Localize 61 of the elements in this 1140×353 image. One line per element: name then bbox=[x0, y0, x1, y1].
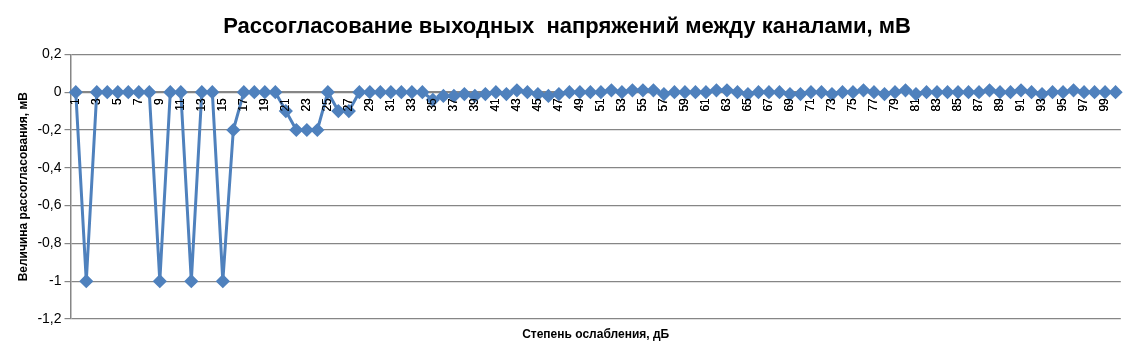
x-tick-label: 75 bbox=[845, 97, 860, 112]
x-axis-title: Степень ослабления, дБ bbox=[522, 327, 670, 342]
x-tick-label: 1 bbox=[68, 97, 83, 105]
x-tick-label: 23 bbox=[299, 97, 314, 112]
x-tick-label: 7 bbox=[131, 97, 146, 105]
x-tick-label: 83 bbox=[929, 97, 944, 112]
x-tick-label: 17 bbox=[236, 97, 251, 112]
x-tick-label: 29 bbox=[362, 97, 377, 112]
x-tick-label: 71 bbox=[803, 97, 818, 112]
x-tick-label: 5 bbox=[110, 97, 125, 105]
x-tick-label: 37 bbox=[446, 97, 461, 112]
x-tick-label: 99 bbox=[1097, 97, 1112, 112]
y-tick-label: -0,8 bbox=[37, 234, 62, 251]
x-tick-label: 61 bbox=[698, 97, 713, 112]
x-tick-label: 13 bbox=[194, 97, 209, 112]
x-tick-label: 79 bbox=[887, 97, 902, 112]
x-tick-label: 11 bbox=[173, 97, 188, 111]
x-tick-label: 91 bbox=[1013, 97, 1028, 112]
y-tick-label: -1 bbox=[49, 272, 62, 289]
y-axis-title: Величина рассогласования, мВ bbox=[15, 91, 30, 282]
x-tick-label: 21 bbox=[278, 97, 293, 112]
x-tick-label: 31 bbox=[383, 97, 398, 112]
y-tick-label: -0,6 bbox=[37, 196, 62, 213]
x-tick-label: 39 bbox=[467, 97, 482, 112]
y-tick-label: 0 bbox=[53, 83, 62, 100]
x-tick-label: 69 bbox=[782, 97, 797, 112]
x-tick-label: 43 bbox=[509, 97, 524, 112]
y-tick-label: -0,4 bbox=[37, 158, 62, 175]
x-tick-label: 55 bbox=[635, 97, 650, 112]
x-tick-label: 89 bbox=[992, 97, 1007, 112]
x-tick-label: 15 bbox=[215, 97, 230, 112]
x-tick-label: 81 bbox=[908, 97, 923, 112]
x-tick-label: 19 bbox=[257, 97, 272, 112]
x-tick-label: 27 bbox=[341, 97, 356, 112]
x-tick-label: 9 bbox=[152, 97, 167, 105]
x-tick-label: 85 bbox=[950, 97, 965, 112]
x-tick-label: 47 bbox=[551, 97, 566, 112]
x-tick-label: 87 bbox=[971, 97, 986, 112]
x-tick-label: 59 bbox=[677, 97, 692, 112]
x-tick-label: 97 bbox=[1076, 97, 1091, 112]
x-tick-label: 51 bbox=[593, 97, 608, 112]
x-tick-label: 77 bbox=[866, 97, 881, 112]
x-tick-label: 65 bbox=[740, 97, 755, 112]
x-tick-label: 35 bbox=[425, 97, 440, 112]
x-tick-label: 49 bbox=[572, 97, 587, 112]
x-tick-label: 53 bbox=[614, 97, 629, 112]
y-tick-label: -1,2 bbox=[37, 309, 62, 326]
x-tick-label: 41 bbox=[488, 97, 503, 112]
x-tick-label: 93 bbox=[1034, 97, 1049, 112]
y-tick-label: -0,2 bbox=[37, 120, 62, 137]
y-tick-label: 0,2 bbox=[42, 45, 62, 62]
x-tick-label: 67 bbox=[761, 97, 776, 112]
x-tick-label: 3 bbox=[89, 97, 104, 105]
chart-title: Рассогласование выходных напряжений между каналами, мВ bbox=[223, 13, 911, 39]
x-tick-label: 33 bbox=[404, 97, 419, 112]
x-tick-label: 45 bbox=[530, 97, 545, 112]
x-tick-label: 73 bbox=[824, 97, 839, 112]
x-tick-label: 25 bbox=[320, 97, 335, 112]
x-tick-label: 95 bbox=[1055, 97, 1070, 112]
x-tick-label: 63 bbox=[719, 97, 734, 112]
x-tick-label: 57 bbox=[656, 97, 671, 112]
